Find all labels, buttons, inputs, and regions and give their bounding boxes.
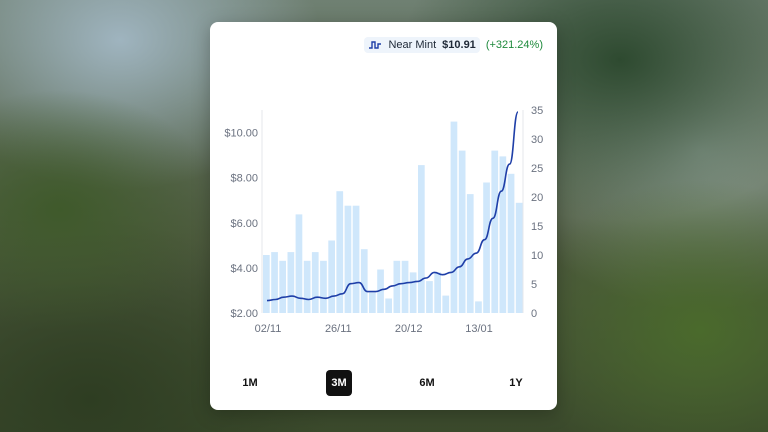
y-left-tick-label: $6.00: [230, 218, 258, 230]
volume-bar: [426, 281, 433, 313]
volume-bar: [369, 292, 376, 313]
x-tick-label: 13/01: [465, 323, 493, 335]
y-right-tick-label: 10: [531, 250, 543, 262]
volume-bar: [475, 301, 482, 313]
volume-bar: [352, 205, 360, 313]
volume-bar: [336, 191, 344, 313]
y-right-tick-label: 20: [531, 192, 543, 204]
condition-label: Near Mint: [388, 39, 437, 51]
y-right-tick-label: 5: [531, 279, 537, 291]
x-tick-label: 26/11: [325, 323, 352, 335]
y-right-tick-label: 35: [531, 105, 543, 117]
volume-bar: [344, 205, 352, 313]
price-history-card: Near Mint $10.91 (+321.24%) $2.00 $4.00 $6…: [210, 22, 557, 410]
y-left-tick-label: $4.00: [230, 263, 258, 275]
price-change: (+321.24%): [485, 39, 543, 51]
y-left-tick-label: $10.00: [224, 128, 258, 140]
x-tick-label: 20/12: [395, 323, 423, 335]
volume-bar: [515, 202, 523, 313]
volume-bar: [466, 194, 474, 313]
y-left-tick-label: $8.00: [230, 173, 258, 185]
volume-bar: [360, 249, 368, 313]
volume-bar: [295, 214, 303, 313]
y-right-tick-label: 30: [531, 134, 543, 146]
y-right-tick-label: 15: [531, 221, 543, 233]
current-price: $10.91: [442, 39, 476, 51]
volume-bar: [409, 272, 417, 313]
volume-bar: [507, 173, 515, 313]
volume-bar: [499, 156, 507, 313]
volume-bar: [271, 252, 278, 313]
range-1m-button[interactable]: 1M: [242, 377, 258, 389]
condition-pill: Near Mint $10.91: [364, 37, 480, 53]
volume-bar: [393, 260, 401, 313]
volume-bar: [450, 121, 458, 313]
range-3m-button[interactable]: 3M: [326, 370, 352, 396]
volume-bar: [377, 269, 384, 313]
volume-bar: [458, 150, 466, 313]
volume-bar: [483, 182, 490, 313]
volume-bar: [320, 260, 327, 313]
condition-chart-icon: [369, 41, 382, 49]
price-header: Near Mint $10.91 (+321.24%): [364, 36, 543, 54]
volume-bar: [303, 260, 311, 313]
volume-bar: [401, 260, 409, 313]
volume-bar: [491, 150, 499, 313]
y-right-tick-label: 25: [531, 163, 543, 175]
volume-bar: [434, 272, 441, 313]
range-6m-button[interactable]: 6M: [419, 377, 435, 389]
volume-bar: [287, 252, 295, 313]
price-volume-chart: $2.00 $4.00 $6.00 $8.00 $10.00 0 5 10 15 20 25 30 35…: [224, 105, 543, 335]
volume-bar: [279, 260, 286, 313]
volume-bar: [385, 298, 392, 313]
volume-bar: [263, 255, 270, 313]
volume-bar: [442, 295, 450, 313]
volume-bar: [418, 165, 425, 313]
y-left-tick-label: $2.00: [230, 308, 258, 320]
volume-bar: [328, 240, 335, 313]
volume-bar: [311, 252, 319, 313]
price-line: [266, 111, 519, 302]
x-tick-label: 02/11: [255, 323, 282, 335]
range-1y-button[interactable]: 1Y: [509, 377, 523, 389]
y-right-tick-label: 0: [531, 308, 537, 320]
